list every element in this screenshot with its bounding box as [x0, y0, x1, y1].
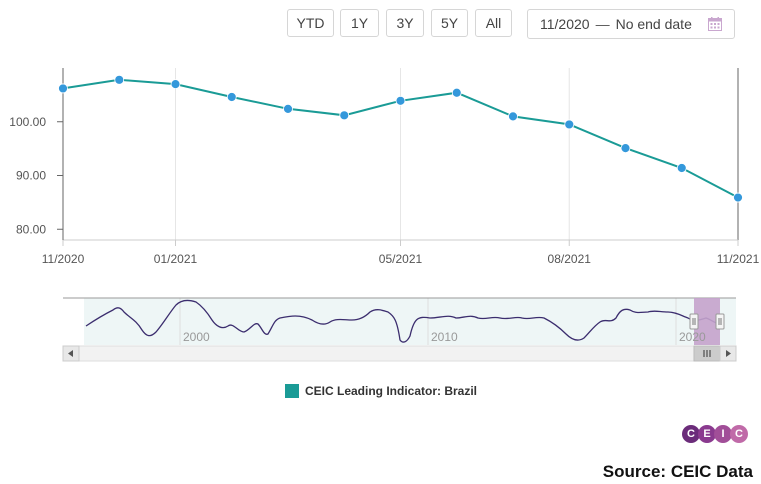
x-tick-label: 11/2020 — [42, 252, 85, 266]
navigator-handle-right[interactable] — [715, 313, 725, 330]
navigator-scrollbar-track[interactable] — [62, 345, 737, 362]
grid-lines — [62, 68, 739, 240]
legend-item[interactable]: CEIC Leading Indicator: Brazil — [285, 384, 477, 398]
range-button-1y[interactable]: 1Y — [340, 9, 379, 37]
data-point-11-2021[interactable] — [733, 192, 743, 203]
y-axis-ticks: 80.00 90.00 100.00 — [9, 68, 64, 240]
data-point-07-2021[interactable] — [508, 111, 518, 122]
data-point-03-2021[interactable] — [283, 103, 293, 114]
x-axis-ticks: 11/2020 01/2021 05/2021 08/2021 11/2021 — [42, 240, 760, 266]
navigator-grid — [179, 298, 677, 345]
logo-letter: E — [698, 425, 716, 443]
data-point-10-2021[interactable] — [676, 163, 687, 173]
navigator-label-2010: 2010 — [431, 330, 458, 344]
x-tick-label: 08/2021 — [548, 252, 592, 266]
navigator-background — [84, 298, 736, 345]
logo-letter: I — [714, 425, 732, 443]
logo-letter: C — [730, 425, 748, 443]
x-tick-label: 05/2021 — [379, 252, 423, 266]
data-point-01-2021[interactable] — [170, 79, 181, 90]
date-range-separator: — — [595, 16, 610, 32]
x-tick-label: 01/2021 — [154, 252, 198, 266]
date-range-picker[interactable]: 11/2020 — No end date — [527, 9, 735, 39]
data-point-02-2021[interactable] — [226, 92, 237, 102]
data-point-12-2020[interactable] — [114, 74, 125, 85]
x-tick-label: 11/2021 — [717, 252, 760, 266]
line-chart: 80.00 90.00 100.00 11/2020 01/2021 05/2021 08… — [9, 68, 760, 266]
data-point-11-2020[interactable] — [58, 83, 68, 94]
data-point-09-2021[interactable] — [620, 143, 631, 153]
series-markers[interactable] — [58, 74, 743, 203]
navigator-label-2000: 2000 — [183, 330, 210, 344]
navigator-scrollbar-thumb[interactable] — [693, 345, 721, 362]
data-point-08-2021[interactable] — [564, 119, 575, 130]
calendar-icon[interactable] — [708, 17, 722, 31]
y-tick-label: 100.00 — [9, 115, 46, 129]
y-tick-label: 90.00 — [16, 169, 46, 183]
logo-letter: C — [682, 425, 700, 443]
legend-swatch — [285, 384, 299, 398]
range-button-3y[interactable]: 3Y — [386, 9, 424, 37]
date-range-end: No end date — [615, 16, 692, 32]
data-point-06-2021[interactable] — [451, 87, 462, 98]
ceic-logo: C E I C — [682, 425, 748, 443]
data-point-05-2021[interactable] — [395, 95, 406, 106]
range-button-ytd[interactable]: YTD — [287, 9, 334, 37]
arrow-left-icon[interactable] — [62, 345, 80, 362]
legend-label: CEIC Leading Indicator: Brazil — [305, 384, 478, 398]
arrow-right-icon[interactable] — [719, 345, 737, 362]
range-button-5y[interactable]: 5Y — [431, 9, 468, 37]
grip-icon — [703, 350, 711, 357]
range-button-all[interactable]: All — [475, 9, 512, 37]
data-point-04-2021[interactable] — [339, 110, 350, 121]
navigator-series-line — [85, 299, 721, 343]
y-tick-label: 80.00 — [16, 222, 46, 236]
navigator-handle-left[interactable] — [689, 313, 699, 330]
source-note: Source: CEIC Data — [602, 462, 753, 481]
navigator-label-2020: 2020 — [679, 330, 706, 344]
date-range-start: 11/2020 — [540, 16, 590, 32]
navigator[interactable]: 2000 2010 2020 — [0, 290, 761, 370]
